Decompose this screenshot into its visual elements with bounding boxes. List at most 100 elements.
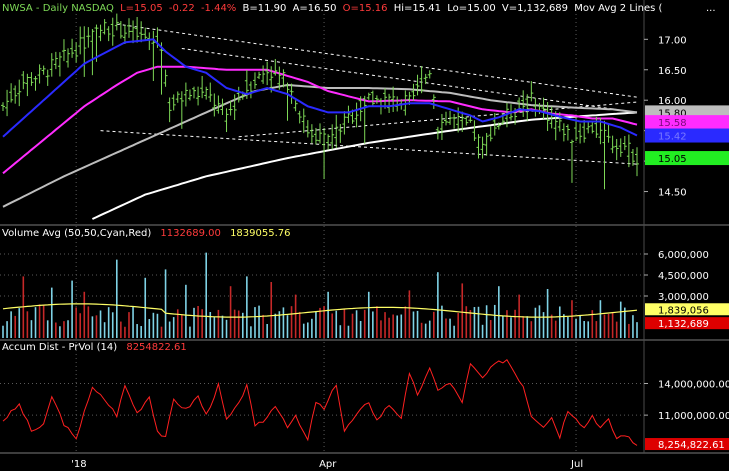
price-bar xyxy=(492,112,497,136)
ask-value: A=16.50 xyxy=(292,3,337,14)
ad-tag xyxy=(645,438,729,451)
price-bar xyxy=(269,66,274,93)
price-bar xyxy=(484,132,489,156)
trendline xyxy=(238,101,638,138)
price-tag-label: 15.58 xyxy=(658,118,687,129)
price-bar xyxy=(179,91,184,129)
price-bar xyxy=(74,42,79,63)
last-price: L=15.05 xyxy=(120,3,163,14)
price-bar xyxy=(53,51,58,70)
volume-average: 1839055.76 xyxy=(230,228,291,239)
price-bar xyxy=(289,83,294,104)
change-pct: -1.44% xyxy=(200,3,237,14)
price-bar xyxy=(387,93,392,113)
price-bar xyxy=(261,65,266,84)
volume-tick-label: 3,000,000 xyxy=(658,292,709,303)
price-bar xyxy=(590,122,595,134)
price-bar xyxy=(293,100,298,112)
price-bar xyxy=(49,53,54,77)
symbol-label: NWSA - Daily NASDAQ xyxy=(2,3,114,14)
price-tag xyxy=(645,128,729,143)
price-bar xyxy=(118,21,123,39)
price-bar xyxy=(626,134,631,168)
price-bar xyxy=(452,113,457,129)
price-bar xyxy=(114,13,119,31)
price-bar xyxy=(139,21,144,43)
price-bar xyxy=(529,81,534,102)
price-bar xyxy=(326,134,331,150)
price-bar xyxy=(82,26,87,77)
price-bar xyxy=(236,86,241,103)
open-value: O=15.16 xyxy=(342,3,388,14)
price-bar xyxy=(37,64,42,84)
price-bar xyxy=(614,138,619,161)
ad-tick-label: 14,000,000.00 xyxy=(658,380,729,391)
x-tick-label: Apr xyxy=(319,459,337,470)
price-bar xyxy=(569,139,574,183)
volume-tick-label: 6,000,000 xyxy=(658,250,709,261)
price-bar xyxy=(78,26,83,55)
price-bar xyxy=(45,69,50,86)
price-bar xyxy=(330,124,335,150)
price-bar xyxy=(257,71,262,80)
price-bar xyxy=(285,82,290,121)
price-bar xyxy=(443,111,448,126)
price-bar xyxy=(415,74,420,96)
price-bar xyxy=(423,73,428,85)
x-tick-label: Jul xyxy=(570,459,583,470)
price-bar xyxy=(545,102,550,131)
ad-title: Accum Dist - PrVol (14) xyxy=(2,342,118,353)
volume-title: Volume Avg (50,50,Cyan,Red) xyxy=(2,228,152,239)
price-bar xyxy=(187,89,192,101)
y-tick-label: 14.50 xyxy=(658,188,687,199)
ma-fast-line xyxy=(2,38,638,138)
ad-panel: 14,000,000.00 11,000,000.00 8,254,822.61 xyxy=(0,358,729,451)
price-bar xyxy=(220,98,225,116)
price-bar xyxy=(309,124,314,144)
more-options-button[interactable]: ... xyxy=(706,3,716,14)
ad-header: Accum Dist - PrVol (14) 8254822.61 xyxy=(2,342,187,353)
price-bar xyxy=(171,94,176,111)
price-bar xyxy=(533,98,538,117)
price-tag-label: 15.42 xyxy=(658,132,687,143)
price-bar xyxy=(90,28,95,76)
price-bar xyxy=(427,70,432,79)
price-bar xyxy=(334,114,339,149)
price-bar xyxy=(476,134,481,159)
y-tick-label: 16.50 xyxy=(658,66,687,77)
volume-tag-label: 1,132,689 xyxy=(658,319,709,330)
price-bar xyxy=(175,91,180,103)
price-bar xyxy=(61,39,66,62)
price-bar xyxy=(342,111,347,135)
bid-value: B=11.90 xyxy=(242,3,287,14)
price-bar xyxy=(98,24,103,42)
price-tag-label: 15.05 xyxy=(658,154,687,165)
price-bar xyxy=(17,79,22,107)
price-bar xyxy=(610,135,615,154)
low-value: Lo=15.00 xyxy=(447,3,496,14)
price-bar xyxy=(362,95,367,144)
price-bar xyxy=(374,95,379,104)
ad-tick-label: 11,000,000.00 xyxy=(658,411,729,422)
price-bar xyxy=(305,120,310,138)
trendline xyxy=(116,23,638,98)
price-bar xyxy=(265,61,270,86)
price-bar xyxy=(196,86,201,106)
mov-avg-label: Mov Avg 2 Lines ( xyxy=(574,3,663,14)
price-bar xyxy=(252,72,257,89)
price-bar xyxy=(208,82,213,102)
ad-tag-label: 8,254,822.61 xyxy=(658,440,725,451)
price-bar xyxy=(318,123,322,144)
volume-value: V=1,132,689 xyxy=(501,3,569,14)
price-tag xyxy=(645,115,729,130)
price-bar xyxy=(435,126,440,140)
price-bar xyxy=(549,106,554,129)
price-bar xyxy=(391,86,396,112)
price-bar xyxy=(224,108,229,133)
price-bar xyxy=(216,95,221,114)
price-bar xyxy=(346,105,351,123)
price-bar xyxy=(602,120,607,190)
price-bar xyxy=(480,136,485,159)
price-bar xyxy=(66,48,71,68)
price-bar xyxy=(561,123,566,142)
